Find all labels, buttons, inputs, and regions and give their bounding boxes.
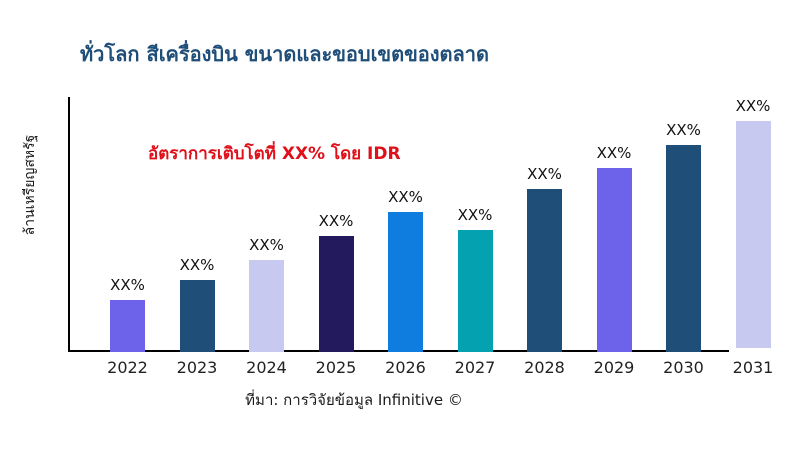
x-tick-2023: 2023 <box>176 358 218 377</box>
bar-2031 <box>735 121 771 348</box>
bar-value-label-2027: XX% <box>457 206 493 224</box>
x-tick-2026: 2026 <box>385 358 426 377</box>
x-tick-2029: 2029 <box>593 358 635 377</box>
source-note: ที่มา: การวิจัยข้อมูล Infinitive © <box>245 391 463 409</box>
bar-2025 <box>318 236 354 352</box>
bar-2029 <box>596 168 632 352</box>
bar-value-label-2026: XX% <box>388 188 423 206</box>
bar-2026 <box>388 212 423 352</box>
page-title: ทั่วโลก สีเครื่องบิน ขนาดและขอบเขตของตลา… <box>80 42 489 66</box>
bar-2023 <box>179 280 215 352</box>
x-tick-2022: 2022 <box>107 358 148 377</box>
growth-rate-annotation: อัตราการเติบโตที่ XX% โดย IDR <box>148 144 401 164</box>
y-axis-label: ล้านเหรียญสหรัฐ <box>22 134 38 236</box>
y-axis-line <box>68 97 70 352</box>
bar-2024 <box>249 260 284 352</box>
bar-value-label-2023: XX% <box>179 256 215 274</box>
bar-value-label-2025: XX% <box>318 212 354 230</box>
bar-value-label-2028: XX% <box>527 165 562 183</box>
bar-2030 <box>666 145 701 352</box>
bar-value-label-2024: XX% <box>249 236 284 254</box>
bar-2028 <box>527 189 562 352</box>
bar-2027 <box>457 230 493 352</box>
x-tick-2031: 2031 <box>732 358 774 377</box>
bar-2022 <box>110 300 145 352</box>
x-tick-2030: 2030 <box>663 358 704 377</box>
bar-value-label-2030: XX% <box>666 121 701 139</box>
x-tick-2025: 2025 <box>315 358 357 377</box>
x-tick-2027: 2027 <box>454 358 496 377</box>
bar-value-label-2022: XX% <box>110 276 145 294</box>
bar-chart: XX% 2022 XX% 2023 XX% 2024 XX% 2025 XX% 2026 XX% 20… <box>68 97 793 377</box>
bar-value-label-2029: XX% <box>596 144 632 162</box>
x-tick-2024: 2024 <box>246 358 287 377</box>
x-tick-2028: 2028 <box>524 358 565 377</box>
bar-value-label-2031: XX% <box>735 97 771 115</box>
